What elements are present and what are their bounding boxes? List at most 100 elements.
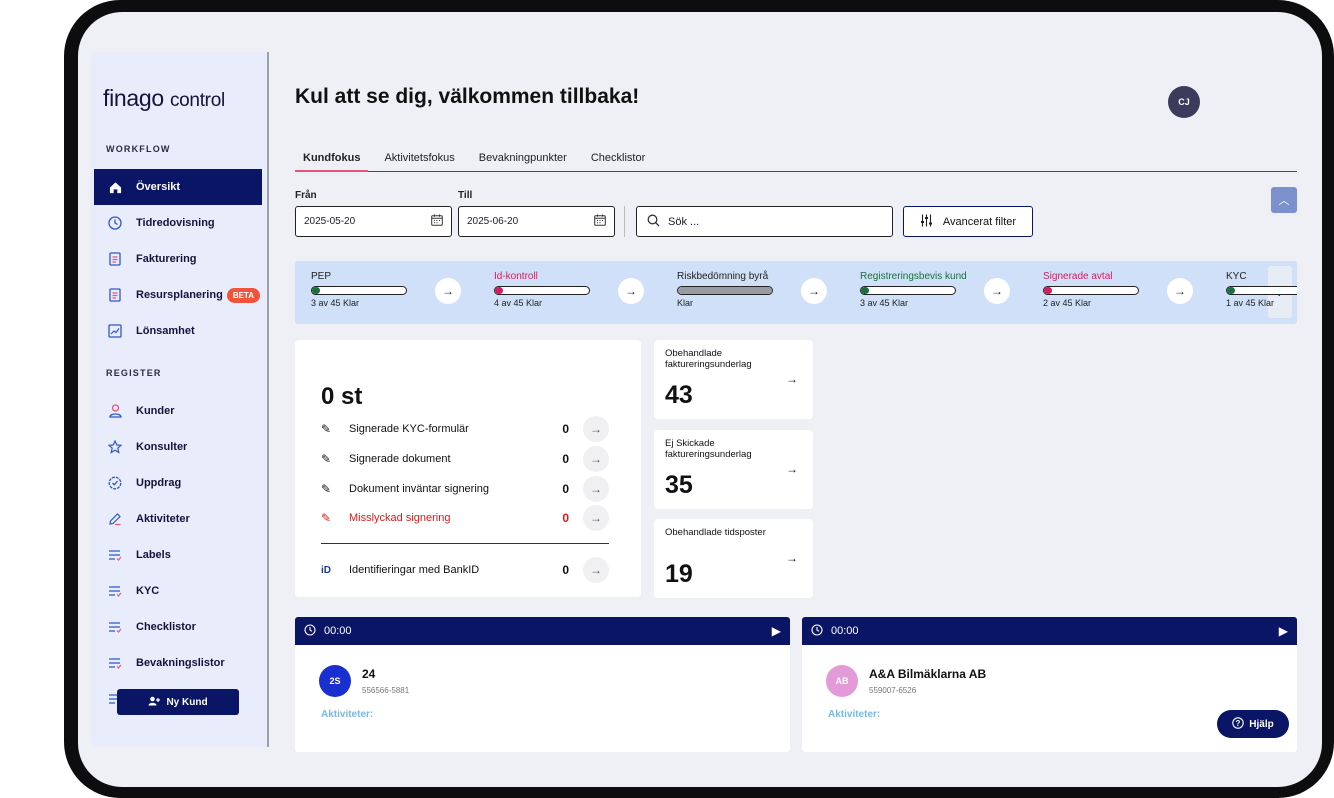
from-date-field[interactable]: 2025-05-20	[295, 206, 452, 237]
sidebar-item-uppdrag[interactable]: Uppdrag	[94, 465, 262, 501]
sidebar-item-checklistor[interactable]: Checklistor	[94, 609, 262, 645]
app-screen: finago control WORKFLOW Översikt Tidredo…	[78, 12, 1322, 787]
sidebar-item-oversikt[interactable]: Översikt	[94, 169, 262, 205]
chart-icon	[108, 324, 122, 338]
tab-bar: Kundfokus Aktivitetsfokus Bevakningpunkt…	[295, 148, 1297, 172]
customer-org-number: 559007-6526	[869, 686, 917, 695]
progress-step[interactable]: PEP 3 av 45 Klar	[311, 271, 407, 308]
logo-brand: finago	[103, 85, 164, 111]
list-icon	[108, 656, 122, 670]
collapse-button[interactable]: ︿	[1271, 187, 1297, 213]
progress-step-status: 1 av 45 Klar	[1226, 298, 1275, 308]
progress-step-status: Klar	[677, 298, 694, 308]
progress-step[interactable]: KYC 1 av 45 Klar	[1226, 271, 1297, 308]
list-icon	[108, 584, 122, 598]
customer-card[interactable]: 00:00 ▶ 2S 24 556566-5881 Aktiviteter:	[295, 617, 790, 752]
progress-bar-fill	[312, 287, 320, 294]
arrow-right-icon[interactable]: →	[583, 505, 609, 531]
signing-row-label: Signerade KYC-formulär	[349, 423, 469, 435]
progress-step[interactable]: Registreringsbevis kund 3 av 45 Klar	[860, 271, 967, 308]
progress-bar	[677, 286, 773, 295]
sidebar-item-kyc[interactable]: KYC	[94, 573, 262, 609]
progress-bar-fill	[495, 287, 504, 294]
sidebar-item-labels[interactable]: Labels	[94, 537, 262, 573]
stat-card-unsent-invoicing[interactable]: Ej Skickade faktureringsunderlag 35 →	[654, 430, 813, 509]
advanced-filter-button[interactable]: Avancerat filter	[903, 206, 1033, 237]
arrow-right-icon[interactable]: →	[618, 278, 644, 304]
pen-icon: ✎	[321, 511, 332, 525]
help-button[interactable]: ? Hjälp	[1217, 710, 1289, 738]
logo: finago control	[103, 85, 225, 112]
tab-checklistor[interactable]: Checklistor	[590, 152, 646, 164]
sidebar-item-label: Konsulter	[136, 441, 188, 453]
sidebar-item-tidredovisning[interactable]: Tidredovisning	[94, 205, 262, 241]
tab-aktivitetsfokus[interactable]: Aktivitetsfokus	[384, 152, 455, 164]
sidebar-item-konsulter[interactable]: Konsulter	[94, 429, 262, 465]
logo-product: control	[169, 90, 225, 111]
sidebar: finago control WORKFLOW Översikt Tidredo…	[90, 52, 266, 747]
progress-step[interactable]: Id-kontroll 4 av 45 Klar	[494, 271, 590, 308]
progress-bar	[494, 286, 590, 295]
progress-step-title: Riskbedömning byrå	[677, 271, 769, 282]
signing-divider	[321, 543, 609, 544]
timer-bar: 00:00 ▶	[295, 617, 790, 645]
arrow-right-icon[interactable]: →	[583, 557, 609, 583]
progress-bar	[1043, 286, 1139, 295]
sidebar-item-label: KYC	[136, 585, 160, 597]
beta-badge: BETA	[226, 287, 260, 303]
progress-step-status: 3 av 45 Klar	[311, 298, 360, 308]
sidebar-item-resursplanering[interactable]: Resursplanering BETA	[94, 277, 262, 313]
new-customer-button[interactable]: Ny Kund	[117, 689, 239, 715]
stat-title: Obehandlade faktureringsunderlag	[665, 348, 752, 370]
progress-step-status: 4 av 45 Klar	[494, 298, 543, 308]
sidebar-item-label: Tidredovisning	[136, 217, 215, 229]
bankid-icon: iD	[321, 564, 331, 576]
arrow-right-icon[interactable]: →	[984, 278, 1010, 304]
sidebar-item-kunder[interactable]: Kunder	[94, 393, 262, 429]
tab-bevakningpunkter[interactable]: Bevakningpunkter	[478, 152, 567, 164]
sidebar-item-label: Översikt	[136, 181, 181, 193]
arrow-right-icon[interactable]: →	[801, 278, 827, 304]
sidebar-item-label: Kunder	[136, 405, 175, 417]
stat-card-unprocessed-time[interactable]: Obehandlade tidsposter 19 →	[654, 519, 813, 598]
sidebar-item-fakturering[interactable]: Fakturering	[94, 241, 262, 277]
play-icon[interactable]: ▶	[1278, 624, 1288, 638]
signing-row-failed: ✎ Misslyckad signering 0 →	[321, 505, 609, 531]
timer-bar: 00:00 ▶	[802, 617, 1297, 645]
sidebar-item-label: Lönsamhet	[136, 325, 195, 337]
star-icon	[108, 440, 122, 454]
search-input[interactable]: Sök ...	[636, 206, 893, 237]
progress-step[interactable]: Riskbedömning byrå Klar	[677, 271, 773, 308]
progress-step-title: Registreringsbevis kund	[860, 271, 967, 282]
progress-step-status: 2 av 45 Klar	[1043, 298, 1092, 308]
sidebar-item-label: Aktiviteter	[136, 513, 190, 525]
tab-kundfokus[interactable]: Kundfokus	[295, 148, 369, 172]
signing-row-pending: ✎ Dokument inväntar signering 0 →	[321, 476, 609, 502]
arrow-right-icon[interactable]: →	[583, 416, 609, 442]
main-content: Kul att se dig, välkommen tillbaka! CJ K…	[269, 52, 1309, 752]
play-icon[interactable]: ▶	[771, 624, 781, 638]
progress-step[interactable]: Signerade avtal 2 av 45 Klar	[1043, 271, 1139, 308]
signing-row-count: 0	[562, 563, 569, 577]
svg-text:?: ?	[1236, 718, 1241, 727]
to-date-field[interactable]: 2025-06-20	[458, 206, 615, 237]
progress-step-title: Signerade avtal	[1043, 271, 1113, 282]
sidebar-divider	[267, 52, 269, 747]
arrow-right-icon[interactable]: →	[583, 446, 609, 472]
customer-card[interactable]: 00:00 ▶ AB A&A Bilmäklarna AB 559007-652…	[802, 617, 1297, 752]
user-avatar[interactable]: CJ	[1168, 86, 1200, 118]
sidebar-item-bevakningslistor[interactable]: Bevakningslistor	[94, 645, 262, 681]
progress-step-title: KYC	[1226, 271, 1247, 282]
sidebar-item-aktiviteter[interactable]: Aktiviteter	[94, 501, 262, 537]
arrow-right-icon[interactable]: →	[435, 278, 461, 304]
list-icon	[108, 620, 122, 634]
arrow-right-icon[interactable]: →	[583, 476, 609, 502]
arrow-right-icon[interactable]: →	[1167, 278, 1193, 304]
home-icon	[108, 180, 122, 194]
customer-name: 24	[362, 667, 376, 681]
stat-card-unprocessed-invoicing[interactable]: Obehandlade faktureringsunderlag 43 →	[654, 340, 813, 419]
help-label: Hjälp	[1249, 718, 1274, 730]
sidebar-item-lonsamhet[interactable]: Lönsamhet	[94, 313, 262, 349]
new-customer-label: Ny Kund	[166, 696, 208, 708]
signing-total: 0 st	[321, 383, 363, 410]
